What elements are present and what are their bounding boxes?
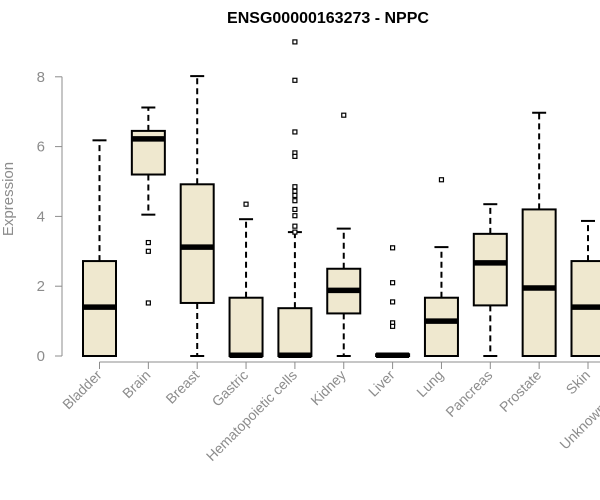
iqr-box: [228, 296, 264, 358]
outlier-point: [145, 239, 151, 246]
iqr-box: [423, 296, 459, 358]
outlier-point: [145, 248, 151, 254]
outlier-point: [292, 153, 298, 159]
y-tick-label: 6: [37, 139, 45, 156]
outlier-point: [243, 201, 249, 207]
outlier-point: [292, 213, 298, 219]
iqr-box: [521, 208, 557, 357]
outlier-point: [292, 192, 298, 199]
box-brain: [130, 106, 166, 306]
iqr-box: [179, 183, 215, 304]
x-tick-label: Prostate: [496, 367, 544, 415]
box-bladder: [82, 139, 117, 357]
x-tick-label: Bladder: [59, 367, 105, 413]
outlier-point: [292, 229, 298, 235]
box-breast: [179, 75, 215, 357]
outlier-point: [292, 198, 298, 204]
outlier-point: [390, 280, 396, 286]
x-tick-label: Gastric: [209, 367, 252, 410]
chart-title: ENSG00000163273 - NPPC: [227, 10, 429, 27]
y-axis: 0 2 4 6 8: [37, 69, 63, 365]
outlier-point: [341, 112, 347, 118]
outlier-point: [390, 245, 396, 251]
y-axis-label: Expression: [0, 162, 17, 236]
box-liver: [375, 245, 411, 359]
x-tick-label: Kidney: [307, 367, 349, 409]
x-tick-label: Hematopoietic cells: [203, 367, 300, 464]
outlier-point: [292, 77, 298, 83]
x-tick-label: Pancreas: [442, 367, 495, 420]
outlier-point: [292, 39, 298, 45]
x-tick-label: Breast: [162, 367, 202, 407]
x-tick-label: Liver: [365, 367, 398, 400]
x-tick-label: Brain: [119, 367, 153, 401]
y-tick-label: 0: [37, 348, 45, 365]
outlier-point: [292, 206, 298, 213]
box-kidney: [326, 112, 362, 357]
box-gastric: [228, 201, 264, 359]
outlier-point: [438, 177, 445, 183]
iqr-box: [277, 307, 313, 358]
y-tick-label: 4: [37, 208, 45, 225]
x-tick-label: Lung: [413, 367, 446, 400]
box-prostate: [521, 111, 557, 357]
outlier-point: [292, 184, 298, 190]
outlier-point: [390, 323, 396, 329]
outlier-point: [292, 129, 298, 135]
box-skin: [570, 219, 600, 357]
outlier-point: [292, 188, 298, 194]
y-tick-label: 8: [37, 69, 45, 86]
box-pancreas: [472, 203, 508, 357]
iqr-box: [472, 232, 508, 307]
outlier-point: [390, 299, 396, 305]
box-lung: [423, 177, 459, 358]
outlier-point: [145, 300, 151, 306]
y-tick-label: 2: [37, 278, 45, 295]
outlier-point: [292, 223, 298, 229]
plot-area: [82, 39, 600, 359]
x-tick-label: Skin: [563, 367, 594, 398]
box-hematopoietic-cells: [277, 39, 313, 359]
